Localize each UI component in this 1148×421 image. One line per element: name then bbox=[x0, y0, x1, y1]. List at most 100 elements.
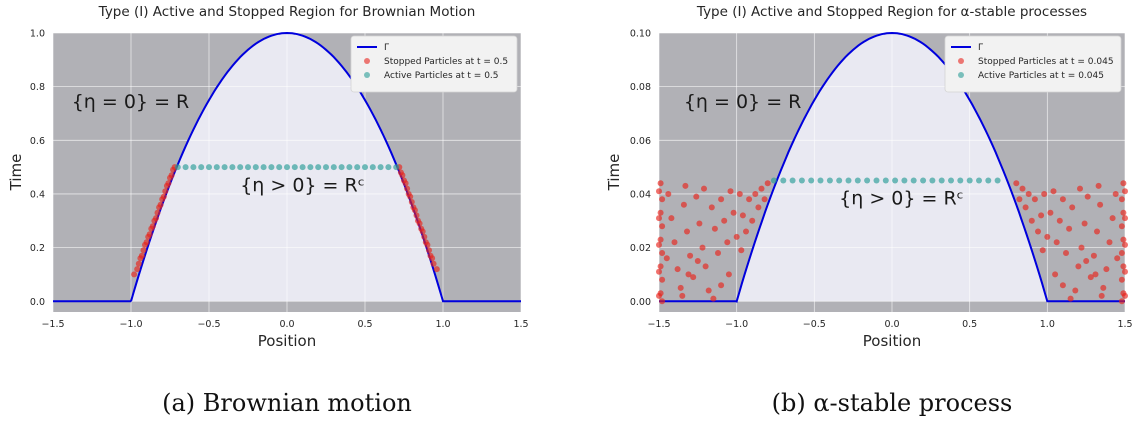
stopped-particle-point bbox=[1031, 196, 1038, 203]
stopped-particle-point bbox=[1087, 274, 1094, 281]
legend-dot-active bbox=[958, 72, 964, 78]
stopped-particle-point bbox=[721, 217, 728, 224]
stopped-particle-point bbox=[743, 228, 749, 235]
stopped-particle-point bbox=[708, 204, 715, 211]
stopped-particle-point bbox=[659, 250, 666, 256]
active-particle-point bbox=[948, 177, 954, 184]
active-particle-point bbox=[770, 177, 777, 184]
stopped-particle-point bbox=[1118, 223, 1125, 230]
stopped-particle-point bbox=[1063, 250, 1069, 256]
annotation-stopped-region: {η = 0} = R bbox=[72, 91, 190, 113]
stopped-particle-point bbox=[758, 185, 765, 192]
y-tick-label: 0.00 bbox=[630, 297, 651, 308]
stopped-particles bbox=[656, 180, 1128, 305]
stopped-particle-point bbox=[1019, 185, 1026, 192]
stopped-particle-point bbox=[668, 215, 675, 222]
stopped-particle-point bbox=[1120, 209, 1127, 216]
legend-entry-stopped: Stopped Particles at t = 0.5 bbox=[384, 57, 508, 67]
stopped-particle-point bbox=[1081, 220, 1088, 227]
legend-dot-active bbox=[364, 72, 370, 78]
active-particle-point bbox=[957, 177, 964, 184]
active-particle-point bbox=[808, 177, 815, 184]
stopped-particle-point bbox=[1090, 252, 1097, 259]
active-particle-point bbox=[966, 177, 973, 184]
active-particle-point bbox=[393, 164, 400, 171]
boundary-gamma-curve bbox=[659, 31, 1126, 304]
active-particle-point bbox=[929, 177, 936, 184]
stopped-particle-point bbox=[149, 223, 156, 230]
active-particle-point bbox=[385, 164, 392, 171]
stopped-particle-point bbox=[1098, 292, 1105, 299]
y-axis-label: Time bbox=[605, 154, 623, 192]
stopped-particle-point bbox=[694, 258, 701, 264]
stopped-particle-point bbox=[659, 196, 666, 203]
y-tick-label: 0.06 bbox=[630, 136, 651, 147]
stopped-particle-point bbox=[730, 209, 737, 216]
active-particle-point bbox=[817, 177, 824, 184]
x-axis-label: Position bbox=[258, 332, 316, 350]
stopped-particle-point bbox=[1075, 263, 1082, 270]
stopped-particle-point bbox=[736, 191, 743, 197]
stopped-particle-point bbox=[699, 244, 706, 251]
active-particle-point bbox=[221, 164, 228, 171]
active-particle-point bbox=[213, 164, 220, 171]
chart-panel-alpha-stable: Type (I) Active and Stopped Region for α… bbox=[605, 4, 1133, 417]
active-particle-point bbox=[994, 177, 1001, 184]
stopped-particle-point bbox=[426, 247, 432, 254]
active-particle-point bbox=[276, 164, 283, 171]
stopped-particle-point bbox=[157, 201, 164, 208]
active-particle-point bbox=[252, 164, 259, 171]
stopped-particle-point bbox=[416, 220, 423, 227]
stopped-particle-point bbox=[733, 233, 740, 240]
active-particle-point bbox=[789, 177, 796, 184]
stopped-particle-point bbox=[154, 209, 161, 216]
y-tick-label: 0.0 bbox=[30, 297, 45, 308]
x-tick-label: −1.0 bbox=[725, 319, 748, 330]
stopped-particle-point bbox=[701, 185, 707, 192]
y-tick-label: 0.10 bbox=[630, 29, 651, 40]
stopped-particle-point bbox=[1095, 182, 1102, 189]
stopped-particle-point bbox=[657, 180, 664, 187]
stopped-particle-point bbox=[407, 193, 414, 200]
stopped-particle-point bbox=[749, 217, 756, 224]
stopped-particle-point bbox=[1083, 258, 1090, 264]
y-tick-label: 0.04 bbox=[630, 189, 651, 200]
active-particle-point bbox=[315, 164, 322, 171]
active-particle-point bbox=[882, 177, 889, 184]
stopped-particle-point bbox=[1041, 191, 1048, 197]
stopped-particle-point bbox=[755, 204, 762, 211]
active-particle-point bbox=[346, 164, 353, 171]
stopped-particle-point bbox=[134, 266, 141, 273]
stopped-particle-point bbox=[1100, 284, 1107, 291]
y-axis-label: Time bbox=[7, 154, 25, 192]
stopped-particle-point bbox=[1118, 196, 1125, 203]
active-particle-point bbox=[354, 164, 361, 171]
chart-title: Type (I) Active and Stopped Region for α… bbox=[696, 4, 1087, 20]
stopped-particle-point bbox=[430, 260, 437, 267]
stopped-particle-point bbox=[710, 295, 717, 302]
stopped-particle-point bbox=[1120, 236, 1127, 243]
stopped-particle-point bbox=[764, 180, 771, 187]
stopped-particle-point bbox=[1044, 233, 1051, 240]
stopped-particle-point bbox=[413, 212, 420, 219]
stopped-particle-point bbox=[659, 298, 666, 305]
active-particles bbox=[174, 164, 400, 171]
y-tick-label: 0.02 bbox=[630, 243, 651, 254]
stopped-particle-point bbox=[433, 266, 440, 273]
stopped-particle-point bbox=[656, 241, 662, 248]
stopped-particle-point bbox=[725, 271, 732, 278]
x-tick-label: −0.5 bbox=[197, 319, 220, 330]
stopped-particle-point bbox=[1122, 188, 1128, 195]
stopped-particle-point bbox=[146, 231, 153, 238]
stopped-particle-point bbox=[1052, 271, 1059, 278]
stopped-particle-point bbox=[657, 209, 664, 216]
x-tick-label: 0.5 bbox=[357, 319, 372, 330]
active-particle-point bbox=[330, 164, 337, 171]
stopped-particle-point bbox=[1025, 191, 1032, 197]
x-tick-label: 1.5 bbox=[1117, 319, 1132, 330]
stopped-particle-point bbox=[684, 228, 690, 235]
stopped-particle-point bbox=[1056, 217, 1063, 224]
stopped-particle-point bbox=[665, 191, 672, 197]
stopped-particle-point bbox=[1077, 185, 1083, 192]
